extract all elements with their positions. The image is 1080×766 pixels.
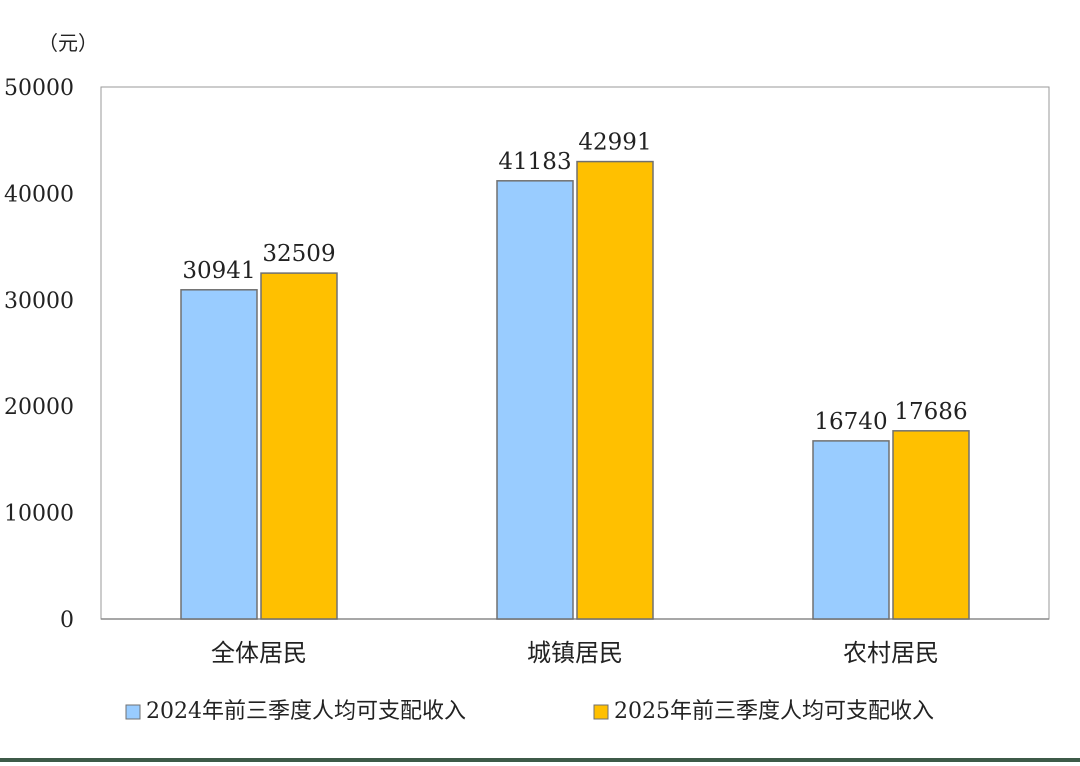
x-category-label: 农村居民 [843, 639, 939, 667]
y-tick-label: 20000 [4, 395, 74, 420]
bar-value-label: 30941 [182, 258, 255, 284]
bar [180, 289, 258, 620]
bar-value-label: 42991 [578, 130, 651, 156]
y-tick-label: 0 [60, 608, 74, 633]
x-category-label: 城镇居民 [527, 639, 623, 667]
y-tick-label: 40000 [4, 182, 74, 207]
bottom-divider [0, 758, 1080, 762]
y-tick-label: 30000 [4, 289, 74, 314]
legend-label: 2024年前三季度人均可支配收入 [146, 699, 466, 724]
bar-value-label: 17686 [894, 399, 967, 425]
bar [812, 440, 890, 620]
bar [576, 160, 654, 620]
legend-swatch [593, 704, 609, 720]
bar [496, 180, 574, 620]
bar [260, 272, 338, 620]
x-category-label: 全体居民 [211, 639, 307, 667]
bar-value-label: 41183 [498, 149, 571, 175]
bar [892, 430, 970, 620]
legend-swatch [125, 704, 141, 720]
legend-label: 2025年前三季度人均可支配收入 [614, 699, 934, 724]
bar-value-label: 32509 [262, 241, 335, 267]
y-tick-label: 50000 [4, 76, 74, 101]
y-tick-label: 10000 [4, 502, 74, 527]
y-unit-label: （元） [38, 31, 98, 55]
bar-value-label: 16740 [814, 409, 887, 435]
